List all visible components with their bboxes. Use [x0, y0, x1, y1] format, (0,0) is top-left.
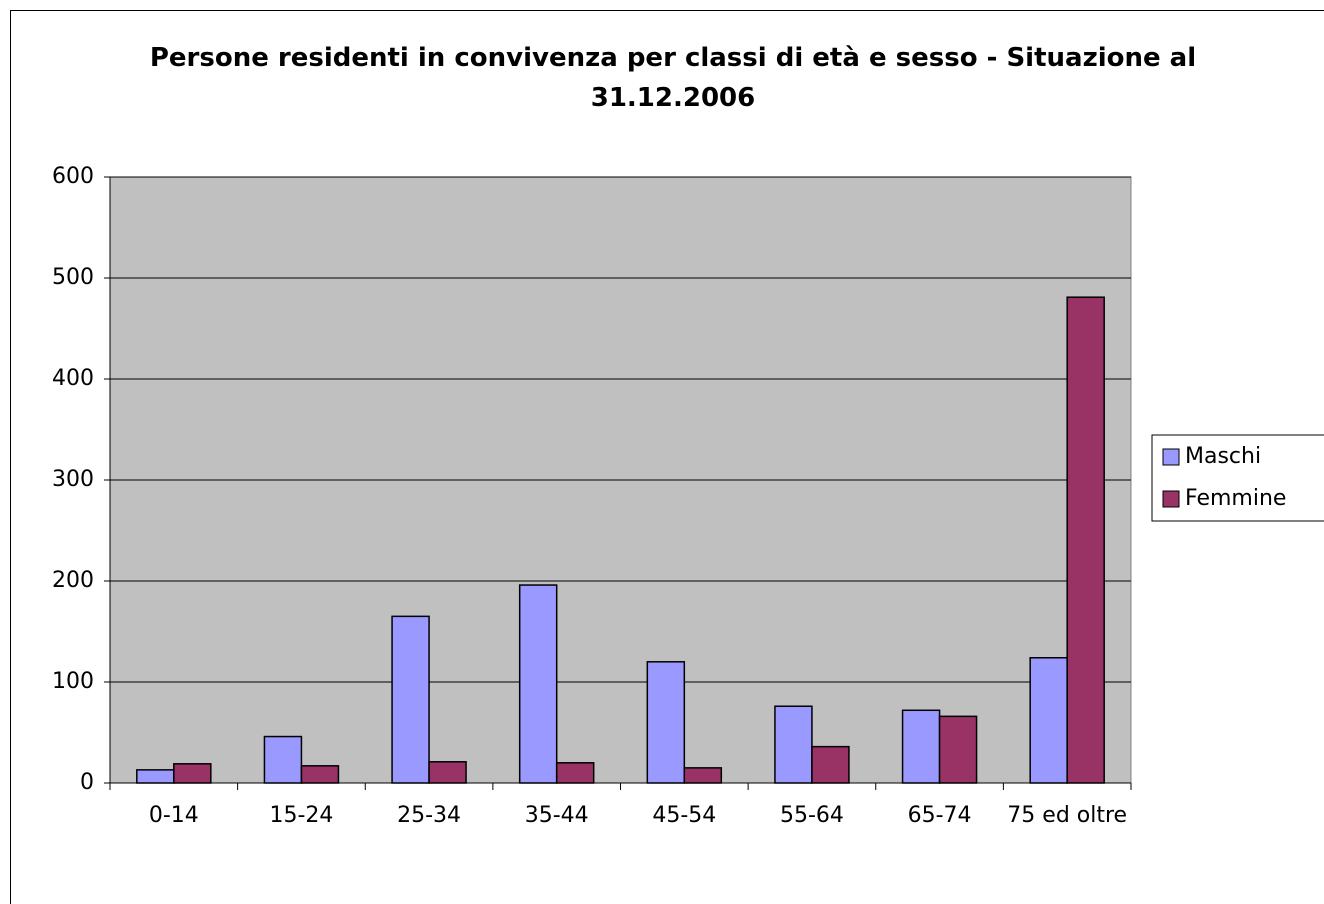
bar: [428, 761, 467, 784]
legend-label: Femmine: [1185, 486, 1286, 511]
bar: [811, 745, 850, 784]
chart-title: Persone residenti in convivenza per clas…: [149, 43, 1197, 113]
x-tick-label: 35-44: [524, 803, 589, 828]
x-tick-label: 15-24: [269, 803, 334, 828]
bar: [263, 735, 303, 784]
x-tick-label: 55-64: [779, 803, 844, 828]
y-tick-label: 600: [52, 164, 94, 189]
bar: [1066, 296, 1105, 784]
x-tick-label: 25-34: [397, 803, 462, 828]
legend-label: Maschi: [1185, 444, 1261, 469]
y-tick-label: 200: [52, 568, 94, 593]
legend-box: [1151, 434, 1324, 522]
legend-swatch: [1162, 448, 1180, 466]
bar: [774, 705, 813, 784]
y-tick-label: 400: [52, 366, 94, 391]
bar: [391, 615, 430, 784]
bar: [173, 763, 212, 784]
x-tick-label: 75 ed oltre: [1007, 803, 1128, 828]
bar: [136, 769, 175, 784]
bar: [683, 767, 723, 784]
legend-swatch: [1162, 490, 1180, 508]
bar: [518, 584, 558, 784]
bar: [300, 765, 340, 784]
bar: [938, 715, 978, 784]
bar: [1029, 657, 1068, 784]
y-tick-label: 500: [52, 265, 94, 290]
y-tick-label: 0: [80, 770, 94, 795]
bar: [901, 709, 941, 784]
y-tick-label: 300: [52, 467, 94, 492]
x-tick-label: 65-74: [907, 803, 972, 828]
bar: [646, 661, 686, 784]
bar: [555, 762, 595, 784]
y-tick-label: 100: [52, 669, 94, 694]
x-tick-label: 0-14: [148, 803, 199, 828]
x-tick-label: 45-54: [652, 803, 717, 828]
